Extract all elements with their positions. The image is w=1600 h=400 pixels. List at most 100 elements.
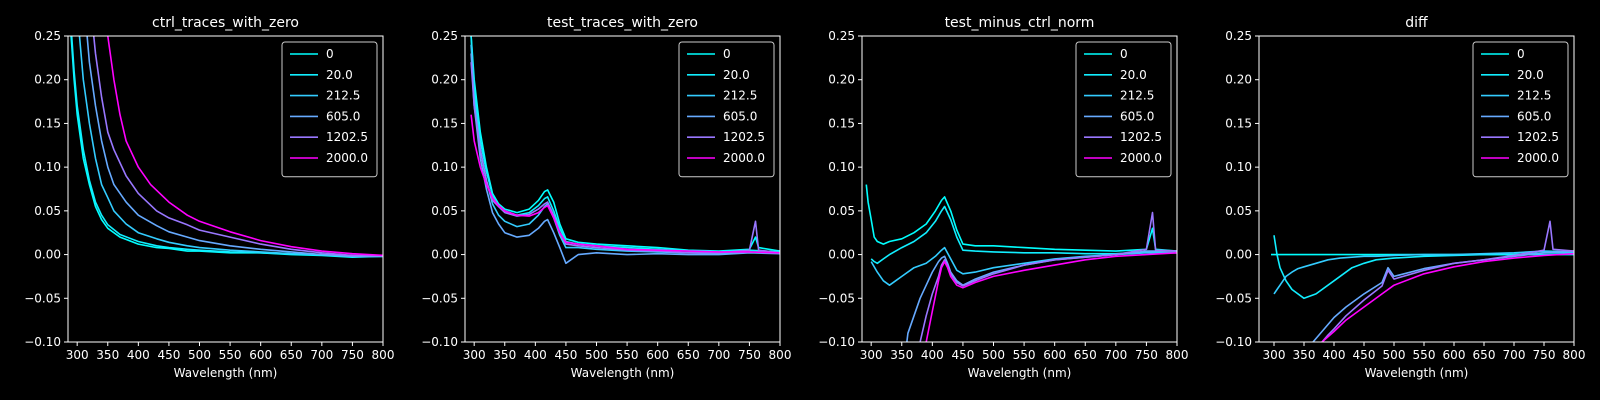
x-tick-label: 350: [1293, 348, 1316, 362]
x-tick-label: 500: [188, 348, 211, 362]
series-line-0: [866, 185, 1177, 252]
y-tick-label: −0.05: [818, 291, 855, 305]
x-tick-label: 500: [1383, 348, 1406, 362]
y-tick-label: 0.05: [1225, 204, 1252, 218]
y-tick-label: 0.00: [431, 248, 458, 262]
y-tick-label: −0.10: [818, 335, 855, 349]
x-tick-label: 600: [646, 348, 669, 362]
legend: 0 20.0 212.5 605.0 1202.5 2000.0: [282, 42, 377, 177]
x-tick-label: 650: [677, 348, 700, 362]
chart-panel-2: test_traces_with_zero300 350 400 450 500 550 6…: [421, 15, 791, 380]
y-tick-label: 0.05: [34, 204, 61, 218]
legend-label: 0: [326, 47, 334, 61]
y-tick-label: 0.20: [34, 73, 61, 87]
y-tick-label: 0.15: [34, 116, 61, 130]
y-tick-label: 0.25: [431, 29, 458, 43]
y-tick-label: −0.05: [24, 291, 61, 305]
x-tick-label: 750: [738, 348, 761, 362]
y-tick-label: 0.20: [828, 73, 855, 87]
legend-label: 2000.0: [1120, 151, 1162, 165]
chart-panel-4: diff300 350 400 450 500 550 600 650 700 750 800−0.…: [1215, 15, 1585, 380]
x-tick-label: 450: [951, 348, 974, 362]
x-tick-label: 650: [280, 348, 303, 362]
x-tick-label: 800: [1563, 348, 1586, 362]
x-tick-label: 300: [1263, 348, 1286, 362]
legend-label: 0: [723, 47, 731, 61]
x-tick-label: 350: [96, 348, 119, 362]
y-tick-label: 0.00: [34, 248, 61, 262]
legend-label: 212.5: [1120, 89, 1154, 103]
y-tick-label: 0.25: [828, 29, 855, 43]
legend-label: 1202.5: [1120, 130, 1162, 144]
x-tick-label: 300: [463, 348, 486, 362]
series-line-605.0: [1313, 251, 1574, 342]
chart-title: diff: [1405, 15, 1428, 31]
x-axis-label: Wavelength (nm): [571, 366, 675, 380]
series-line-1202.5: [1322, 221, 1574, 342]
x-axis-label: Wavelength (nm): [968, 366, 1072, 380]
x-tick-label: 650: [1074, 348, 1097, 362]
x-tick-label: 400: [524, 348, 547, 362]
legend: 0 20.0 212.5 605.0 1202.5 2000.0: [1473, 42, 1568, 177]
y-tick-label: 0.15: [1225, 116, 1252, 130]
x-tick-label: 500: [585, 348, 608, 362]
x-tick-label: 800: [769, 348, 792, 362]
x-tick-label: 800: [1166, 348, 1189, 362]
x-tick-label: 550: [1013, 348, 1036, 362]
legend-label: 2000.0: [723, 151, 765, 165]
legend-label: 605.0: [1120, 109, 1154, 123]
x-axis-label: Wavelength (nm): [174, 366, 278, 380]
y-tick-label: 0.10: [34, 160, 61, 174]
x-tick-label: 750: [1533, 348, 1556, 362]
chart-panel-3: test_minus_ctrl_norm 300 350 400 450 500 550 60…: [818, 15, 1188, 380]
legend-label: 2000.0: [326, 151, 368, 165]
y-tick-label: 0.10: [1225, 160, 1252, 174]
y-tick-label: 0.20: [431, 73, 458, 87]
x-tick-label: 750: [1135, 348, 1158, 362]
y-tick-label: 0.05: [431, 204, 458, 218]
legend-label: 2000.0: [1517, 151, 1559, 165]
legend: 0 20.0 212.5 605.0 1202.5 2000.0: [679, 42, 774, 177]
chart-panel-1: ctrl_traces_with_zero300 350 400 450 500 550 6…: [24, 0, 394, 380]
series-group: [1271, 221, 1574, 342]
y-tick-label: −0.05: [1215, 291, 1252, 305]
x-tick-label: 500: [982, 348, 1005, 362]
chart-title: test_traces_with_zero: [547, 15, 698, 31]
legend-label: 212.5: [1517, 89, 1551, 103]
y-tick-label: 0.00: [1225, 248, 1252, 262]
series-line-2000.0: [923, 253, 1177, 360]
y-tick-label: 0.25: [34, 29, 61, 43]
legend-label: 212.5: [723, 89, 757, 103]
x-tick-label: 350: [890, 348, 913, 362]
y-tick-label: 0.00: [828, 248, 855, 262]
legend-label: 0: [1120, 47, 1128, 61]
legend-label: 1202.5: [1517, 130, 1559, 144]
y-tick-label: 0.10: [431, 160, 458, 174]
y-tick-label: 0.15: [431, 116, 458, 130]
x-tick-label: 800: [372, 348, 395, 362]
legend-label: 605.0: [723, 109, 757, 123]
x-tick-label: 550: [1413, 348, 1436, 362]
x-tick-label: 550: [219, 348, 242, 362]
y-tick-label: 0.15: [828, 116, 855, 130]
y-tick-label: −0.10: [421, 335, 458, 349]
x-tick-label: 550: [616, 348, 639, 362]
y-tick-label: 0.25: [1225, 29, 1252, 43]
x-tick-label: 600: [1043, 348, 1066, 362]
y-tick-label: 0.05: [828, 204, 855, 218]
y-tick-label: −0.05: [421, 291, 458, 305]
legend-label: 0: [1517, 47, 1525, 61]
legend-label: 212.5: [326, 89, 360, 103]
chart-title: test_minus_ctrl_norm: [945, 15, 1095, 31]
y-tick-label: 0.10: [828, 160, 855, 174]
x-tick-label: 400: [127, 348, 150, 362]
x-tick-label: 450: [157, 348, 180, 362]
x-tick-label: 700: [1104, 348, 1127, 362]
legend-label: 1202.5: [326, 130, 368, 144]
x-tick-label: 700: [310, 348, 333, 362]
x-tick-label: 450: [554, 348, 577, 362]
x-tick-label: 400: [921, 348, 944, 362]
legend-label: 20.0: [723, 68, 750, 82]
y-tick-label: −0.10: [24, 335, 61, 349]
x-axis-label: Wavelength (nm): [1365, 366, 1469, 380]
